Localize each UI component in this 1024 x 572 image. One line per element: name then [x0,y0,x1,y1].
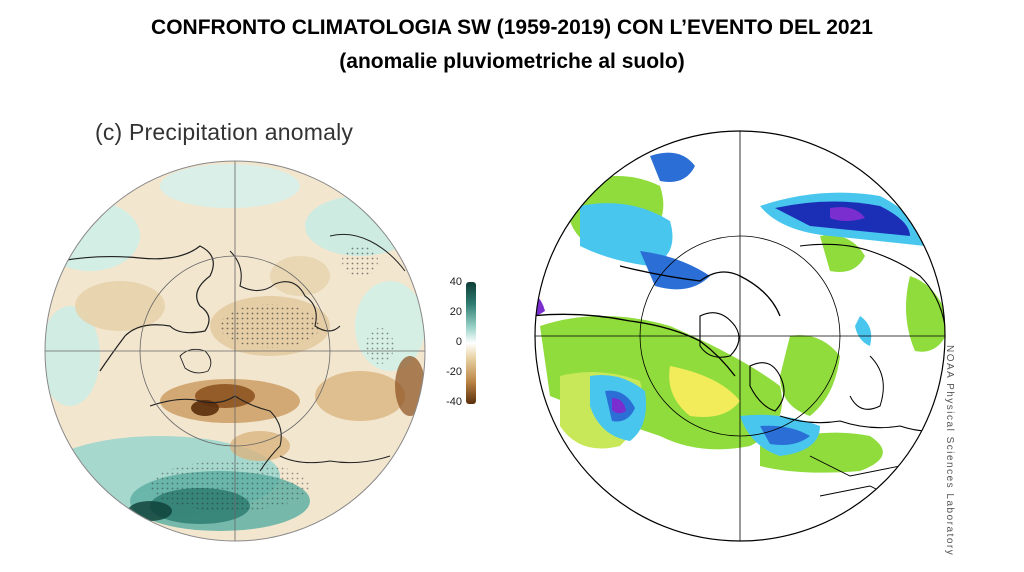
slide-subtitle: (anomalie pluviometriche al suolo) [339,50,685,73]
colorbar-tick: 40 [449,276,462,288]
slide-title: CONFRONTO CLIMATOLOGIA SW (1959-2019) CO… [151,16,873,39]
colorbar-tick: -20 [446,366,462,378]
left-map-panel-label: (c) Precipitation anomaly [95,119,354,145]
colorbar-tick: 0 [455,336,462,348]
colorbar-tick: -40 [446,396,462,408]
colorbar [466,282,476,404]
left-precipitation-anomaly-map [44,160,426,542]
noaa-credit-label: NOAA Physical Sciences Laboratory [944,345,955,557]
colorbar-tick: 20 [449,306,462,318]
right-2021-event-precipitation-map [534,130,946,542]
